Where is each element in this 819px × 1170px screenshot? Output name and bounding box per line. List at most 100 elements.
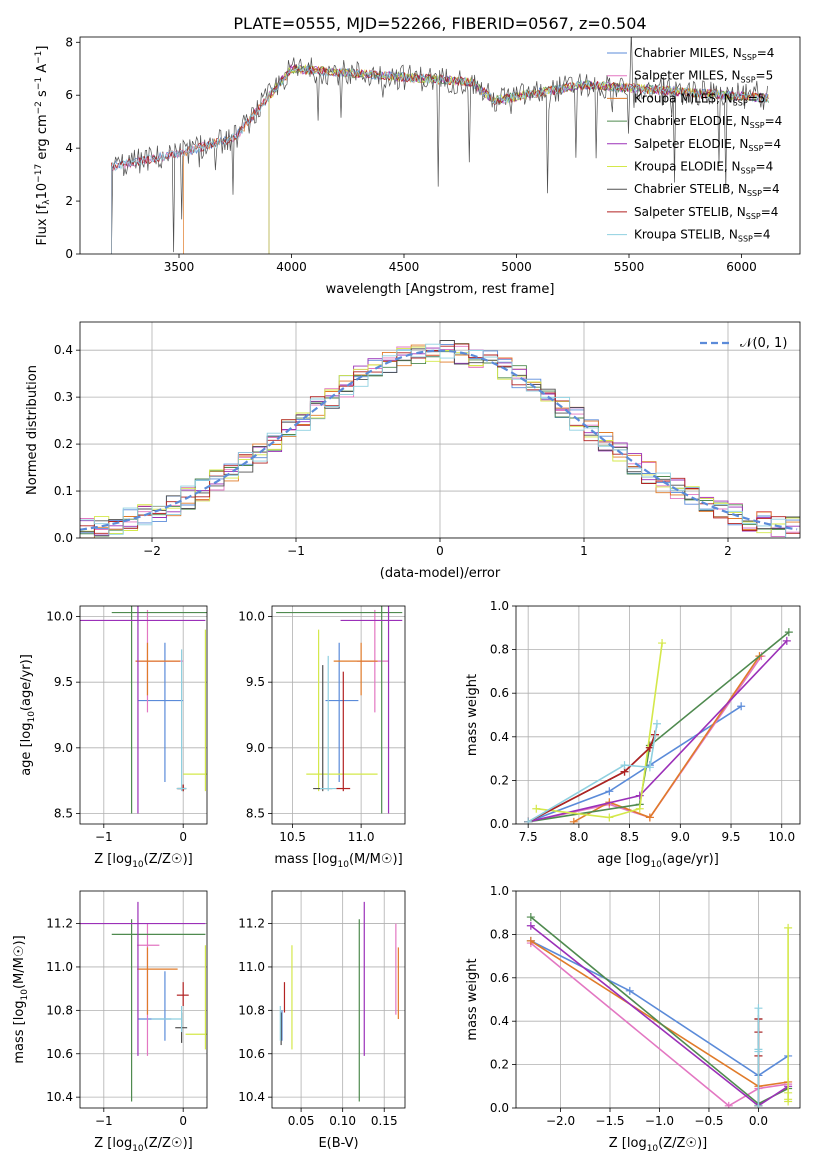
y-tick-label: 0.2 <box>490 773 509 787</box>
plot-area <box>272 891 405 1108</box>
x-axis-label: Z [log10(Z/Z☉)] <box>94 852 192 870</box>
y-axis-label: mass weight <box>465 674 480 756</box>
mass-weight-marker-4 <box>782 636 791 645</box>
x-tick-label: 0.0 <box>749 1114 768 1128</box>
plot-massweight-vs-age: 7.5 8.0 8.5 9.0 9.5 10.0 0.0 0.2 0.4 0.6 0.8 1.0 age… <box>465 599 801 870</box>
legend-label-5: Kroupa ELODIE, NSSP=4 <box>634 160 773 176</box>
legend-label-3: Chabrier ELODIE, NSSP=4 <box>634 114 782 130</box>
plot-mass-vs-Z: −1 0 10.4 10.6 10.8 11.0 11.2 Z [log10(Z/Z☉)] ma… <box>12 890 208 1154</box>
mass-weight-marker-3 <box>526 913 535 922</box>
mass-weight-line-7 <box>527 734 656 823</box>
x-tick-label: 8.0 <box>569 830 588 844</box>
mass-weight-marker-0 <box>737 702 746 711</box>
x-tick-label: 6000 <box>726 260 757 274</box>
x-axis-label: E(B-V) <box>318 1136 358 1151</box>
plot-area <box>80 322 800 538</box>
y-tick-label: 11.2 <box>46 917 73 931</box>
x-tick-label: −1 <box>287 544 305 558</box>
mass-weight-line-2 <box>573 655 761 823</box>
plot-age-vs-mass: 10.5 11.0 8.5 9.0 9.5 10.0 mass [log10(M/M☉)] <box>238 605 406 870</box>
plot-area <box>80 891 207 1108</box>
mass-weight-marker-5 <box>532 804 541 813</box>
axes-frame <box>79 890 208 1109</box>
y-tick-label: 0.4 <box>490 730 509 744</box>
axes-frame <box>79 36 801 255</box>
x-tick-label: 4000 <box>276 260 307 274</box>
x-tick-label: 0.05 <box>288 1114 315 1128</box>
mass-weight-marker-3 <box>784 628 793 637</box>
y-tick-label: 10.8 <box>46 1003 73 1017</box>
x-tick-label: 7.5 <box>519 830 538 844</box>
y-tick-label: 10.0 <box>46 610 73 624</box>
x-tick-label: 4500 <box>389 260 420 274</box>
x-tick-label: 11.0 <box>348 830 375 844</box>
plot-mass-vs-EBV: 0.05 0.10 0.15 10.4 10.6 10.8 11.0 11.2 E(B-V) <box>238 890 406 1151</box>
y-tick-label: 0.0 <box>54 531 73 545</box>
x-tick-label: −0.5 <box>694 1114 723 1128</box>
legend-label-8: Kroupa STELIB, NSSP=4 <box>634 228 771 244</box>
mass-weight-line-3 <box>528 631 790 823</box>
legend-label-2: Kroupa MILES, NSSP=5 <box>634 91 765 107</box>
x-tick-label: 10.0 <box>768 830 795 844</box>
mass-weight-marker-1 <box>724 1101 733 1108</box>
y-tick-label: 0 <box>65 247 73 261</box>
mass-weight-line-1 <box>528 655 763 823</box>
y-tick-label: 0.1 <box>54 484 73 498</box>
axes-frame <box>79 605 208 825</box>
y-axis-label: mass [log10(M/M☉)] <box>12 935 30 1063</box>
plot-area <box>272 606 405 824</box>
x-tick-label: −1.0 <box>645 1114 674 1128</box>
x-tick-label: 9.5 <box>721 830 740 844</box>
y-axis-label: Flux [fλ10−17 erg cm−2 s−1 A−1] <box>34 46 52 246</box>
plot-area <box>516 606 800 824</box>
legend-label-4: Salpeter ELODIE, NSSP=4 <box>634 137 781 153</box>
mass-weight-line-8 <box>527 723 658 823</box>
x-axis-label: mass [log10(M/M☉)] <box>274 852 402 870</box>
mass-weight-marker-2 <box>526 936 535 945</box>
axes-frame <box>79 321 801 539</box>
y-tick-label: 6 <box>65 88 73 102</box>
legend-label-1: Salpeter MILES, NSSP=5 <box>634 69 773 85</box>
y-tick-label: 0.4 <box>490 1014 509 1028</box>
x-tick-label: 1 <box>580 544 588 558</box>
x-tick-label: 5000 <box>501 260 532 274</box>
x-tick-label: −1 <box>95 830 113 844</box>
legend-label-0: Chabrier MILES, NSSP=4 <box>634 46 774 62</box>
y-axis-label: age [log10(age/yr)] <box>19 654 37 776</box>
x-tick-label: −2 <box>143 544 161 558</box>
x-tick-label: 0 <box>436 544 444 558</box>
y-tick-label: 0.6 <box>490 971 509 985</box>
y-tick-label: 11.0 <box>46 960 73 974</box>
mass-weight-line-5 <box>536 642 663 819</box>
mass-weight-line-4 <box>528 640 788 823</box>
mass-weight-marker-4 <box>526 921 535 930</box>
mass-weight-marker-2 <box>569 817 578 824</box>
y-tick-label: 11.0 <box>238 960 265 974</box>
y-tick-label: 0.3 <box>54 390 73 404</box>
figure-title: PLATE=0555, MJD=52266, FIBERID=0567, z=0… <box>233 14 646 33</box>
plot-residuals: −2 −1 0 1 2 0.0 0.1 0.2 0.3 0.4 (data-model)/error… <box>25 321 801 581</box>
y-tick-label: 0.0 <box>490 817 509 831</box>
x-tick-label: 3500 <box>164 260 195 274</box>
mass-weight-marker-5 <box>784 1097 793 1106</box>
plot-massweight-vs-Z: −2.0 −1.5 −1.0 −0.5 0.0 0.0 0.2 0.4 0.6 0.8 1.0 Z [… <box>465 884 801 1154</box>
x-axis-label: wavelength [Angstrom, rest frame] <box>326 282 555 297</box>
mass-weight-marker-2 <box>645 813 654 822</box>
x-tick-label: −2.0 <box>546 1114 575 1128</box>
y-tick-label: 8 <box>65 35 73 49</box>
y-tick-label: 0.0 <box>490 1101 509 1115</box>
y-tick-label: 10.6 <box>46 1047 73 1061</box>
mass-weight-marker-0 <box>605 787 614 796</box>
plot-area <box>516 891 800 1108</box>
x-tick-label: 2 <box>724 544 732 558</box>
y-axis-label: mass weight <box>465 958 480 1040</box>
x-tick-label: 8.5 <box>620 830 639 844</box>
mass-weight-line-0 <box>527 705 742 823</box>
axes-frame <box>515 605 801 825</box>
y-axis-label: Normed distribution <box>25 365 40 495</box>
x-axis-label: Z [log10(Z/Z☉)] <box>94 1136 192 1154</box>
x-axis-label: (data-model)/error <box>380 566 501 581</box>
legend-label-gaussian: 𝒩(0, 1) <box>740 336 787 351</box>
plot-spectrum: 3500 4000 4500 5000 5500 6000 0 2 4 6 8 wavelength … <box>34 35 801 297</box>
